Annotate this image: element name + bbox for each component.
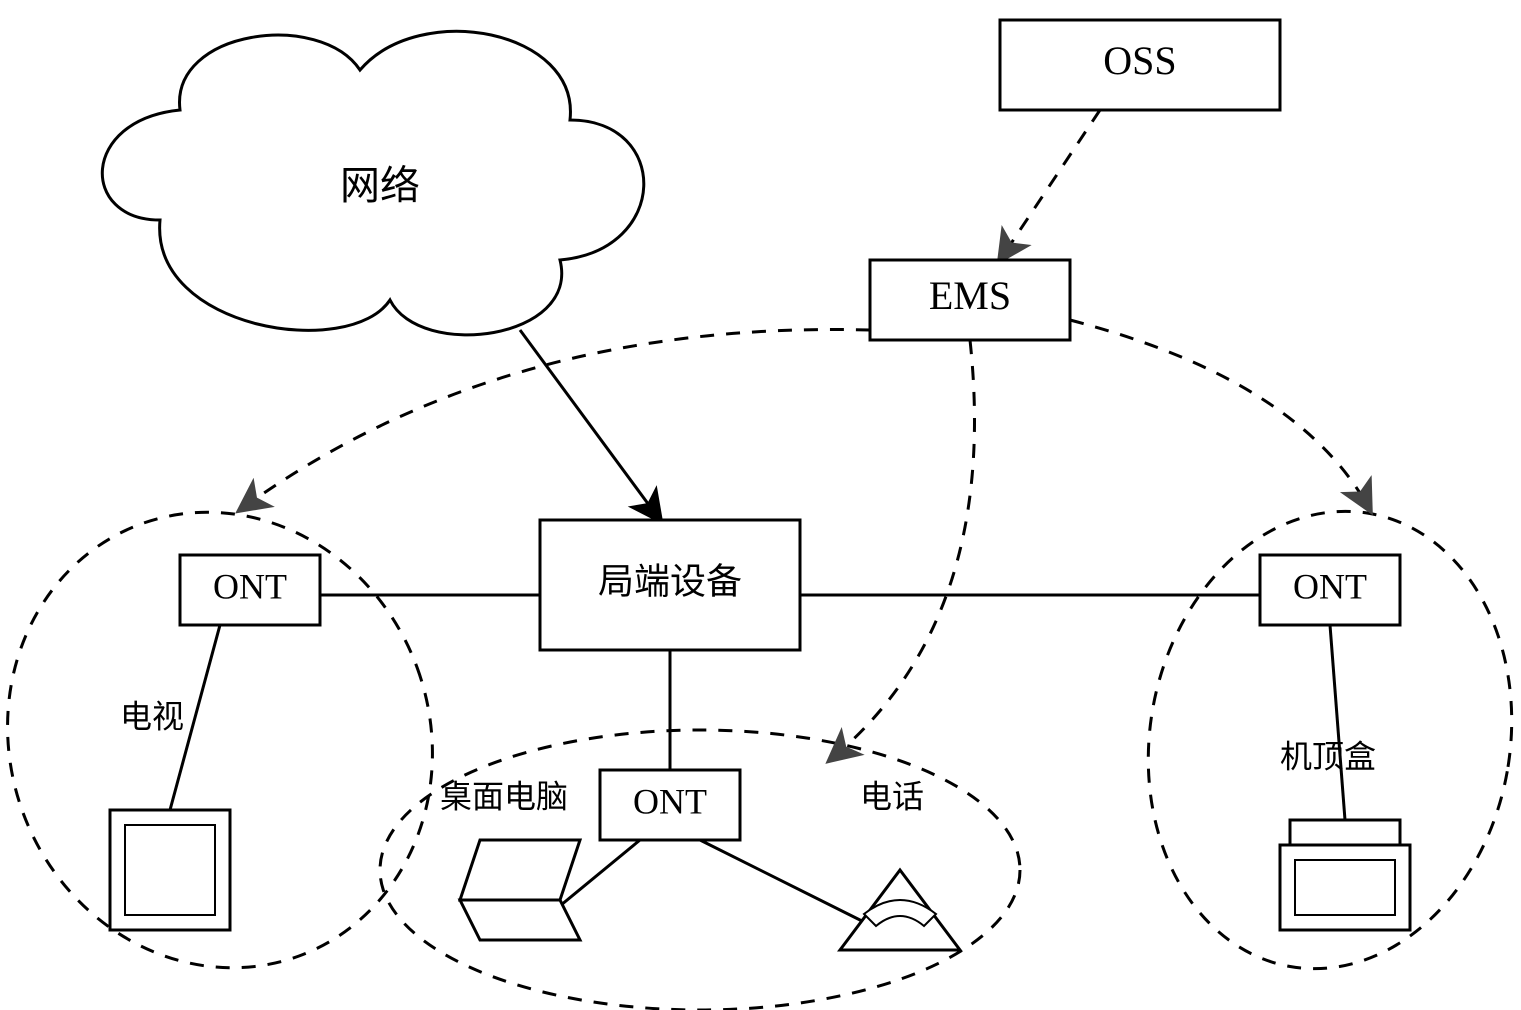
- edge-ont_r-stb: [1330, 625, 1345, 820]
- phone-icon: [840, 870, 960, 950]
- edge-dashed-ems-middle: [830, 340, 975, 760]
- central-box: 局端设备: [540, 520, 800, 650]
- tv-label: 电视: [120, 698, 184, 734]
- ont_m-label: ONT: [633, 781, 707, 821]
- edge-ont_m-phone: [700, 840, 880, 930]
- oss-box: OSS: [1000, 20, 1280, 110]
- edge-dashed-ems-right: [1070, 320, 1370, 510]
- cloud-node: 网络: [102, 31, 644, 335]
- cluster-left: [0, 452, 496, 1010]
- central-label: 局端设备: [598, 561, 742, 601]
- ont_l-label: ONT: [213, 566, 287, 606]
- ems-label: EMS: [929, 273, 1011, 318]
- phone-label: 电话: [860, 778, 924, 814]
- ems-box: EMS: [870, 260, 1070, 340]
- ont_r-label: ONT: [1293, 566, 1367, 606]
- edge-cloud-central: [520, 330, 660, 520]
- edge-dashed-oss-ems: [1000, 110, 1100, 260]
- ont_l-box: ONT: [180, 555, 320, 625]
- tv-icon: [110, 810, 230, 930]
- oss-label: OSS: [1103, 38, 1176, 83]
- stb-label: 机顶盒: [1280, 738, 1376, 774]
- pc-icon: [460, 840, 580, 940]
- ont_m-box: ONT: [600, 770, 740, 840]
- cloud-label: 网络: [340, 163, 420, 208]
- ont_r-box: ONT: [1260, 555, 1400, 625]
- stb-icon: [1280, 820, 1410, 930]
- edge-dashed-ems-left: [240, 330, 870, 511]
- pc-label: 桌面电脑: [440, 778, 568, 814]
